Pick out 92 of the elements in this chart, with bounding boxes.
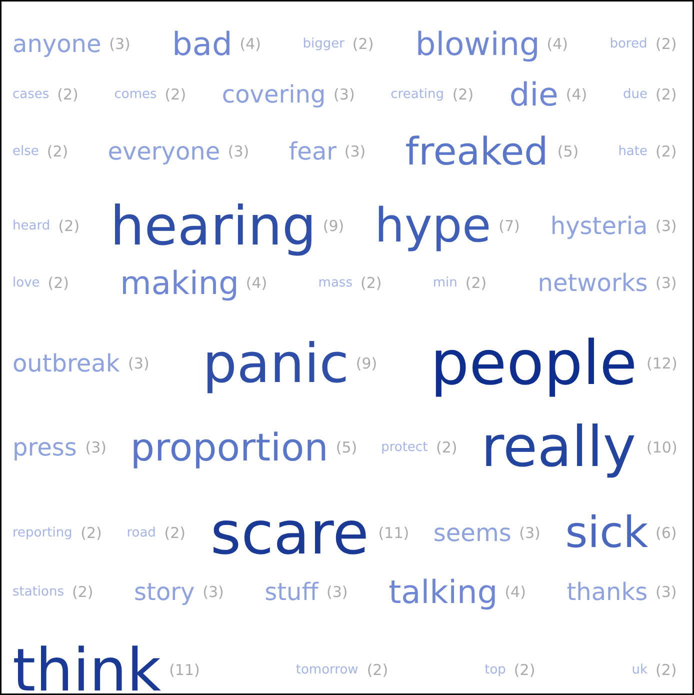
data-label: (2)	[656, 142, 677, 160]
category-label: story	[134, 578, 195, 606]
data-label: (2)	[164, 524, 186, 542]
data-label: (5)	[336, 438, 358, 457]
category-label: anyone	[12, 30, 102, 58]
category-label: talking	[388, 573, 498, 612]
category-label: everyone	[108, 137, 220, 166]
category-label: heard	[12, 218, 50, 234]
data-label: (2)	[352, 34, 374, 53]
data-label: (6)	[656, 524, 677, 542]
data-label: (3)	[326, 583, 348, 602]
data-label: (9)	[322, 216, 344, 235]
category-label: fear	[288, 137, 337, 166]
category-label: hype	[374, 198, 492, 254]
category-label: hearing	[110, 194, 316, 258]
data-label: (3)	[519, 524, 540, 542]
data-label: (9)	[356, 354, 378, 372]
data-label: (3)	[128, 354, 150, 372]
category-label: bad	[172, 24, 232, 63]
data-label: (10)	[646, 438, 678, 457]
category-label: people	[430, 328, 638, 399]
category-label: road	[126, 526, 156, 541]
data-label: (3)	[334, 86, 355, 104]
data-label: (3)	[228, 142, 250, 160]
category-label: sick	[565, 508, 648, 558]
data-label: (4)	[240, 34, 262, 53]
data-label: (3)	[109, 34, 130, 53]
data-label: (2)	[514, 661, 536, 680]
data-label: (2)	[360, 274, 382, 292]
category-label: tomorrow	[296, 662, 359, 678]
data-label: (5)	[557, 142, 579, 160]
category-label: proportion	[130, 426, 328, 470]
data-label: (3)	[656, 274, 677, 292]
category-label: stations	[12, 584, 64, 600]
data-label: (4)	[504, 583, 526, 602]
category-label: protect	[381, 440, 428, 456]
category-label: hate	[618, 144, 648, 159]
category-label: outbreak	[12, 349, 120, 378]
data-label: (2)	[80, 524, 102, 542]
data-label: (2)	[57, 86, 78, 104]
data-label: (2)	[366, 661, 388, 680]
data-label: (12)	[646, 354, 678, 372]
category-label: press	[12, 434, 77, 462]
data-label: (3)	[656, 583, 677, 602]
category-label: thanks	[566, 578, 648, 606]
data-label: (2)	[46, 142, 68, 160]
category-label: hysteria	[550, 212, 648, 240]
category-label: bored	[610, 36, 648, 52]
data-label: (3)	[202, 583, 224, 602]
data-label: (11)	[169, 661, 200, 680]
category-label: reporting	[12, 526, 72, 541]
category-label: freaked	[405, 129, 548, 174]
data-label: (2)	[452, 86, 474, 104]
data-label: (2)	[164, 86, 186, 104]
category-label: top	[484, 662, 506, 678]
category-label: mass	[318, 276, 353, 291]
category-label: creating	[390, 87, 444, 102]
data-label: (2)	[48, 274, 70, 292]
data-label: (4)	[246, 274, 268, 292]
category-label: seems	[433, 519, 512, 548]
category-label: really	[481, 415, 636, 480]
category-label: making	[120, 264, 239, 302]
data-label: (3)	[344, 142, 366, 160]
category-label: covering	[222, 80, 326, 109]
data-label: (3)	[85, 438, 106, 457]
data-label: (3)	[656, 216, 677, 235]
category-label: due	[623, 87, 648, 102]
data-label: (11)	[378, 524, 410, 542]
category-label: panic	[202, 332, 349, 395]
data-label: (2)	[656, 661, 677, 680]
data-label: (7)	[498, 216, 520, 235]
category-label: cases	[12, 87, 50, 102]
data-label: (2)	[656, 86, 677, 104]
category-label: blowing	[415, 24, 540, 63]
category-label: stuff	[264, 578, 319, 606]
data-label: (4)	[546, 34, 568, 53]
category-label: think	[12, 636, 161, 695]
category-label: love	[12, 276, 40, 291]
category-label: uk	[632, 662, 648, 678]
category-label: min	[432, 276, 458, 291]
category-label: scare	[210, 498, 369, 568]
category-label: die	[509, 76, 558, 114]
category-label: else	[12, 144, 39, 159]
category-label: networks	[538, 269, 648, 298]
data-label: (2)	[58, 216, 80, 235]
data-label: (2)	[465, 274, 487, 292]
category-label: comes	[114, 87, 158, 102]
data-label: (2)	[72, 583, 94, 602]
category-label: bigger	[302, 36, 346, 52]
data-label: (4)	[566, 86, 588, 104]
data-label: (2)	[656, 34, 677, 53]
data-label: (2)	[436, 438, 458, 457]
